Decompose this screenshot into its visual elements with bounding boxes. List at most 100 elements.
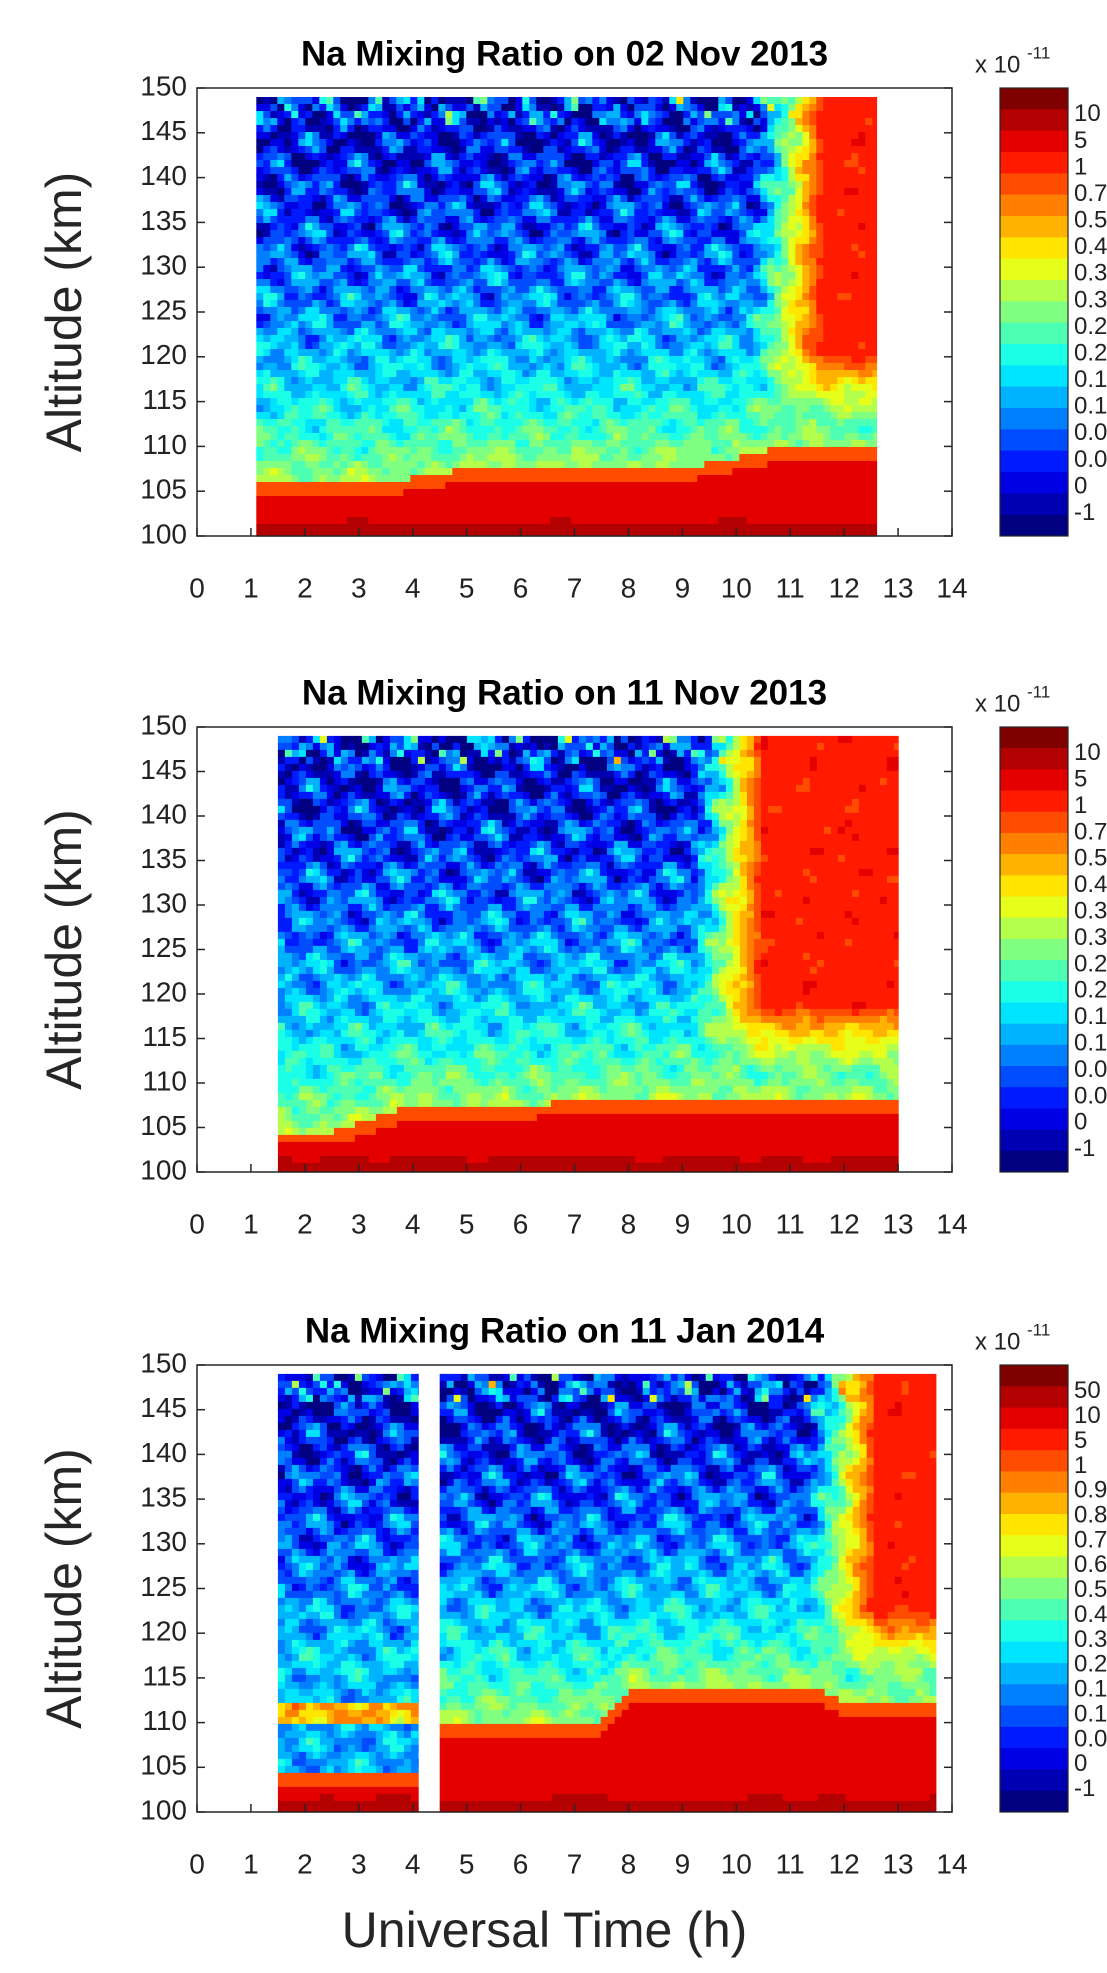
field-cell <box>347 482 355 490</box>
field-cell <box>543 125 551 133</box>
field-cell <box>368 188 376 196</box>
field-cell <box>312 174 320 182</box>
field-cell <box>459 391 467 399</box>
field-cell <box>459 349 467 357</box>
field-cell <box>347 489 355 497</box>
field-cell <box>354 279 362 287</box>
field-cell <box>480 118 488 126</box>
field-cell <box>529 132 537 140</box>
field-cell <box>375 188 383 196</box>
field-cell <box>466 125 474 133</box>
field-cell <box>515 384 523 392</box>
field-cell <box>361 496 369 504</box>
field-cell <box>501 356 509 364</box>
field-cell <box>312 405 320 413</box>
field-cell <box>487 398 495 406</box>
field-cell <box>375 447 383 455</box>
field-cell <box>333 195 341 203</box>
field-cell <box>319 468 327 476</box>
field-cell <box>326 146 334 154</box>
field-cell <box>396 265 404 273</box>
field-cell <box>333 272 341 280</box>
field-cell <box>480 489 488 497</box>
field-cell <box>417 496 425 504</box>
field-cell <box>417 510 425 518</box>
field-cell <box>347 412 355 420</box>
field-cell <box>319 328 327 336</box>
field-cell <box>508 132 516 140</box>
field-cell <box>256 153 264 161</box>
field-cell <box>424 167 432 175</box>
field-cell <box>354 440 362 448</box>
field-cell <box>508 349 516 357</box>
field-cell <box>515 405 523 413</box>
field-cell <box>550 440 558 448</box>
field-cell <box>466 251 474 259</box>
field-cell <box>354 496 362 504</box>
field-cell <box>354 412 362 420</box>
field-cell <box>487 510 495 518</box>
field-cell <box>410 321 418 329</box>
field-cell <box>515 426 523 434</box>
field-cell <box>529 342 537 350</box>
field-cell <box>298 244 306 252</box>
field-cell <box>522 237 530 245</box>
field-cell <box>389 433 397 441</box>
field-cell <box>354 391 362 399</box>
field-cell <box>508 517 516 525</box>
field-cell <box>410 496 418 504</box>
field-cell <box>543 468 551 476</box>
field-cell <box>410 174 418 182</box>
field-cell <box>403 496 411 504</box>
field-cell <box>515 440 523 448</box>
field-cell <box>459 146 467 154</box>
field-cell <box>536 139 544 147</box>
field-cell <box>319 202 327 210</box>
field-cell <box>424 251 432 259</box>
field-cell <box>557 209 565 217</box>
field-cell <box>424 461 432 469</box>
field-cell <box>550 510 558 518</box>
field-cell <box>536 391 544 399</box>
field-cell <box>417 391 425 399</box>
field-cell <box>452 426 460 434</box>
field-cell <box>305 146 313 154</box>
field-cell <box>473 363 481 371</box>
field-cell <box>445 160 453 168</box>
field-cell <box>319 293 327 301</box>
field-cell <box>333 349 341 357</box>
field-cell <box>424 321 432 329</box>
field-cell <box>312 111 320 119</box>
field-cell <box>543 181 551 189</box>
field-cell <box>284 139 292 147</box>
field-cell <box>326 419 334 427</box>
field-cell <box>382 265 390 273</box>
field-cell <box>508 265 516 273</box>
field-cell <box>501 307 509 315</box>
field-cell <box>424 377 432 385</box>
field-cell <box>466 139 474 147</box>
field-cell <box>508 188 516 196</box>
field-cell <box>368 146 376 154</box>
field-cell <box>361 188 369 196</box>
field-cell <box>291 349 299 357</box>
field-cell <box>417 174 425 182</box>
field-cell <box>375 132 383 140</box>
field-cell <box>382 475 390 483</box>
field-cell <box>410 426 418 434</box>
field-cell <box>277 237 285 245</box>
field-cell <box>459 118 467 126</box>
field-cell <box>466 202 474 210</box>
field-cell <box>508 104 516 112</box>
field-cell <box>508 209 516 217</box>
field-cell <box>431 370 439 378</box>
field-cell <box>291 209 299 217</box>
field-cell <box>536 468 544 476</box>
field-cell <box>291 230 299 238</box>
field-cell <box>277 328 285 336</box>
field-cell <box>508 146 516 154</box>
field-cell <box>340 146 348 154</box>
field-cell <box>270 426 278 434</box>
field-cell <box>256 300 264 308</box>
field-cell <box>480 447 488 455</box>
